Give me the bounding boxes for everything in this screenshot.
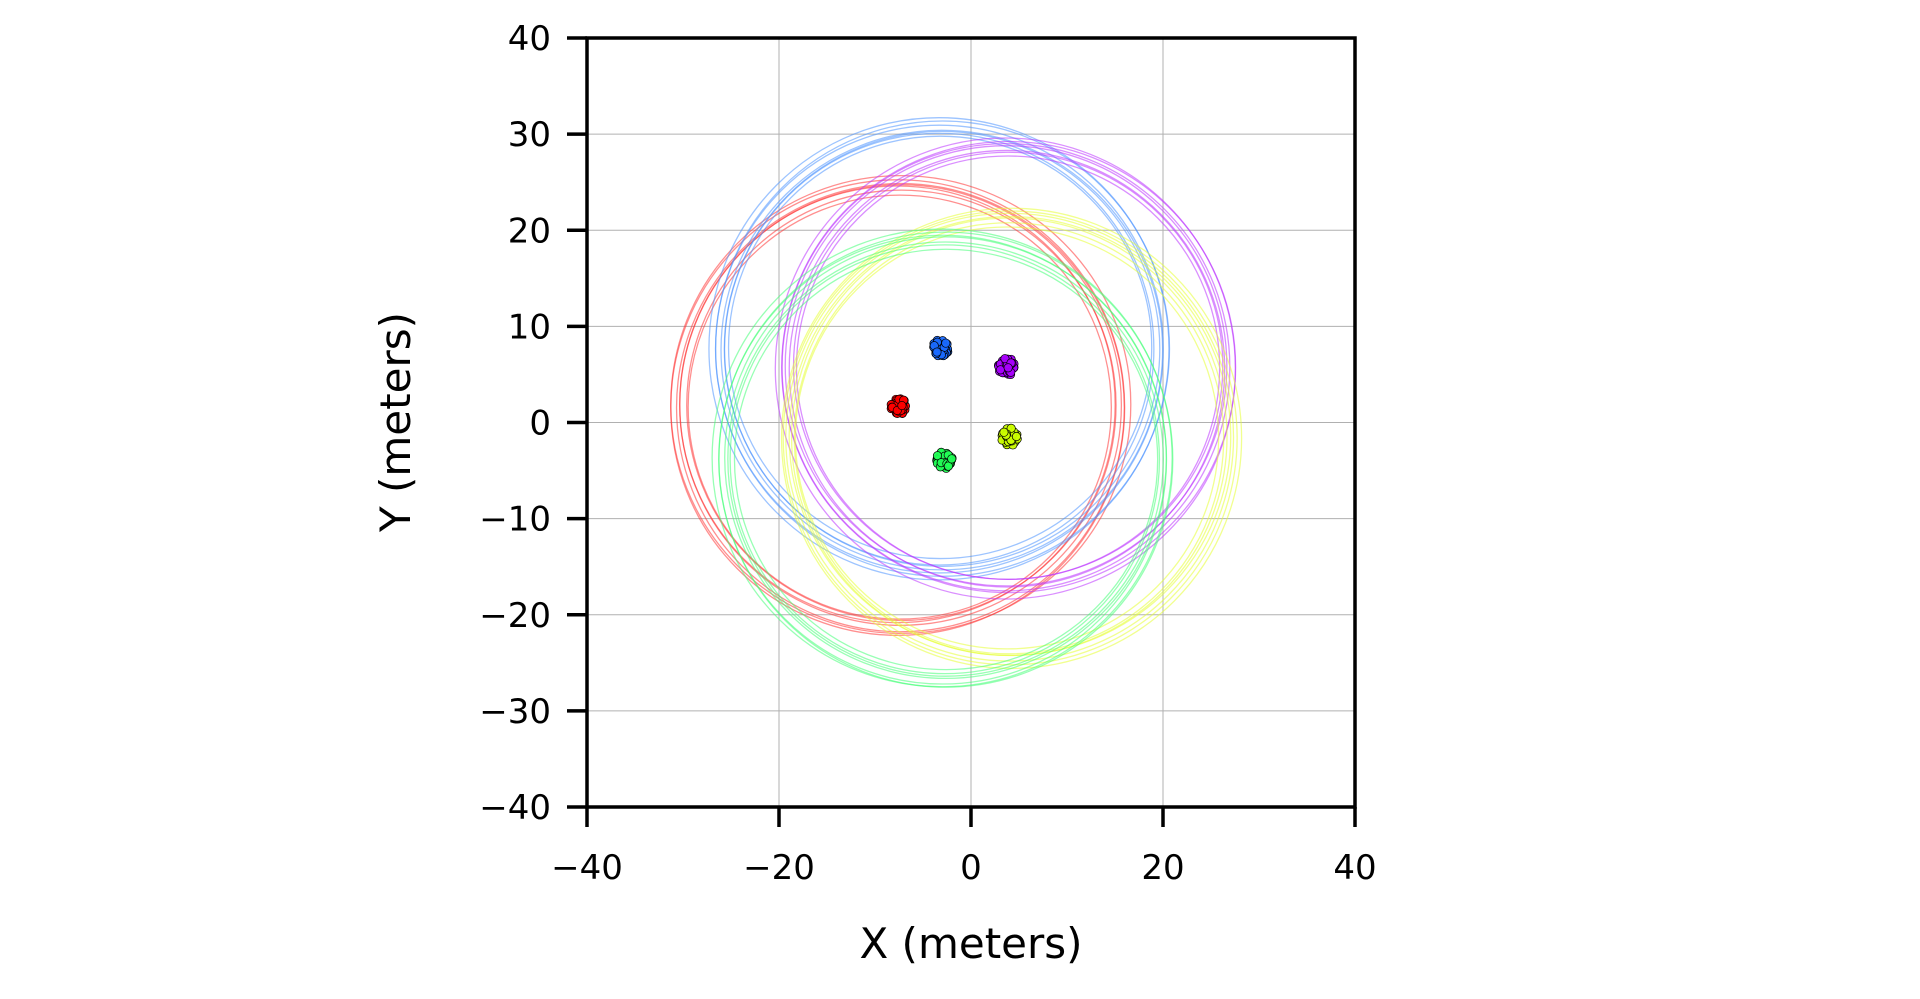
ring-strand: [793, 222, 1225, 655]
ring-strand: [708, 117, 1170, 581]
ring-strand: [774, 137, 1236, 600]
ring-bundle-5: [711, 228, 1174, 688]
ring-strand: [784, 145, 1228, 587]
ring-bundle-4: [780, 207, 1243, 670]
ticks: −40 −20 0 20 40 40 30 20 10 0 −10 −20 −30 −40: [479, 19, 1376, 888]
y-tick-label: 20: [508, 211, 551, 251]
ring-strand: [788, 215, 1232, 657]
y-tick-label: 0: [529, 404, 551, 444]
cluster-point: [1003, 363, 1013, 373]
cluster-2: [929, 335, 953, 361]
ring-strand: [720, 129, 1164, 571]
cluster-point: [947, 454, 957, 464]
cluster-point: [999, 427, 1009, 437]
clusters-layer: [886, 335, 1022, 473]
ring-strand: [723, 130, 1161, 568]
y-tick-label: 30: [508, 115, 551, 155]
cluster-point: [932, 451, 943, 461]
ring-strand: [727, 135, 1153, 560]
x-tick-label: 0: [960, 848, 982, 888]
x-tick-label: 40: [1333, 848, 1376, 888]
y-axis-label: Y (meters): [371, 312, 420, 533]
rings-layer: [670, 117, 1243, 688]
ring-bundle-2: [708, 117, 1171, 581]
y-tick-label: −10: [479, 500, 551, 540]
ring-strand: [788, 149, 1226, 588]
cluster-point: [1011, 432, 1022, 442]
cluster-5: [932, 447, 957, 473]
ring-strand: [687, 194, 1112, 620]
y-tick-label: −30: [479, 692, 551, 732]
ring-strand: [729, 244, 1161, 675]
y-tick-label: −20: [479, 596, 551, 636]
x-tick-label: −20: [743, 848, 815, 888]
ring-strand: [727, 241, 1164, 677]
ring-bundle-3: [774, 137, 1237, 600]
cluster-4: [997, 423, 1022, 450]
y-tick-label: −40: [479, 788, 551, 828]
ring-strand: [782, 210, 1238, 666]
ring-strand: [733, 248, 1159, 671]
y-tick-label: 40: [508, 19, 551, 59]
x-tick-label: 20: [1141, 848, 1184, 888]
x-tick-label: −40: [551, 848, 623, 888]
cluster-1: [886, 394, 910, 419]
y-tick-label: 10: [508, 307, 551, 347]
cluster-point: [897, 400, 907, 411]
ring-strand: [711, 228, 1173, 688]
cluster-point: [941, 338, 951, 348]
x-axis-label: X (meters): [859, 919, 1082, 968]
ring-strand: [794, 226, 1220, 650]
ring-strand: [785, 212, 1235, 662]
cluster-point: [943, 461, 953, 471]
cluster-3: [994, 354, 1019, 380]
cluster-point: [932, 347, 942, 357]
